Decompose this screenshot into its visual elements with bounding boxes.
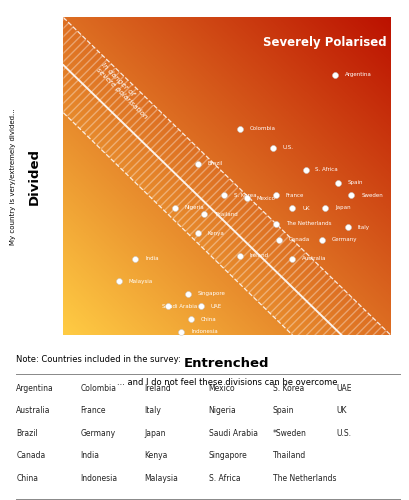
Text: Ireland: Ireland	[144, 384, 171, 393]
Point	[188, 315, 194, 323]
Text: Spain: Spain	[348, 180, 364, 185]
Text: Kenya: Kenya	[207, 231, 224, 236]
Text: India: India	[81, 452, 99, 460]
Point	[319, 236, 325, 244]
Text: Brazil: Brazil	[207, 161, 222, 166]
Point	[220, 192, 227, 200]
Text: S. Korea: S. Korea	[273, 384, 304, 393]
Text: Saudi Arabia: Saudi Arabia	[162, 304, 197, 309]
Text: UAE: UAE	[337, 384, 352, 393]
Text: S. Korea: S. Korea	[234, 193, 256, 198]
Text: China: China	[16, 474, 38, 483]
Text: Spain: Spain	[273, 406, 294, 416]
Text: Indonesia: Indonesia	[191, 330, 218, 334]
Text: Mexico: Mexico	[209, 384, 235, 393]
Point	[178, 328, 184, 336]
Text: In danger of
severe polarisation: In danger of severe polarisation	[95, 62, 153, 120]
Text: Note: Countries included in the survey:: Note: Countries included in the survey:	[16, 355, 181, 364]
Point	[335, 178, 342, 186]
Text: U.S.: U.S.	[337, 429, 352, 438]
Point	[276, 236, 283, 244]
Point	[201, 210, 207, 218]
Text: Thailand: Thailand	[273, 452, 306, 460]
Point	[194, 160, 201, 168]
Text: Kenya: Kenya	[144, 452, 168, 460]
Text: Italy: Italy	[144, 406, 161, 416]
Point	[237, 124, 243, 132]
Point	[171, 204, 178, 212]
Text: Singapore: Singapore	[209, 452, 247, 460]
Text: Germany: Germany	[332, 238, 357, 242]
Text: Thailand: Thailand	[214, 212, 238, 217]
Text: Argentina: Argentina	[16, 384, 54, 393]
Point	[302, 166, 309, 174]
Text: The Netherlands: The Netherlands	[286, 222, 331, 226]
Text: Entrenched: Entrenched	[184, 357, 270, 370]
Point	[322, 204, 328, 212]
Text: Saudi Arabia: Saudi Arabia	[209, 429, 258, 438]
Point	[116, 277, 122, 285]
Text: Indonesia: Indonesia	[81, 474, 118, 483]
Text: The Netherlands: The Netherlands	[273, 474, 336, 483]
Point	[184, 290, 191, 298]
Text: Japan: Japan	[335, 206, 351, 210]
Text: India: India	[145, 256, 159, 262]
Text: Malaysia: Malaysia	[144, 474, 178, 483]
Text: Canada: Canada	[16, 452, 46, 460]
Text: S. Africa: S. Africa	[315, 168, 338, 172]
Text: U.S.: U.S.	[283, 145, 294, 150]
Point	[348, 192, 355, 200]
Point	[270, 144, 276, 152]
Text: Malaysia: Malaysia	[129, 278, 153, 283]
Point	[345, 223, 351, 231]
Text: UAE: UAE	[211, 304, 222, 309]
Text: Colombia: Colombia	[250, 126, 276, 131]
Point	[332, 70, 338, 78]
Point	[194, 230, 201, 237]
Text: Mexico: Mexico	[256, 196, 275, 201]
Text: UK: UK	[302, 206, 310, 210]
Point	[243, 194, 250, 202]
Point	[237, 252, 243, 260]
Text: Severely Polarised: Severely Polarised	[263, 36, 387, 50]
Point	[132, 255, 139, 263]
Text: Singapore: Singapore	[198, 291, 225, 296]
Text: Italy: Italy	[358, 224, 370, 230]
Text: Germany: Germany	[81, 429, 116, 438]
Point	[273, 192, 279, 200]
Text: Divided: Divided	[27, 148, 40, 205]
Text: Nigeria: Nigeria	[184, 206, 204, 210]
Point	[289, 204, 296, 212]
Point	[198, 302, 204, 310]
Point	[273, 220, 279, 228]
Text: My country is very/extremely divided...: My country is very/extremely divided...	[10, 108, 16, 244]
Text: Japan: Japan	[144, 429, 166, 438]
Text: Ireland: Ireland	[250, 253, 269, 258]
Text: France: France	[81, 406, 106, 416]
Text: Argentina: Argentina	[345, 72, 372, 77]
Text: Canada: Canada	[289, 238, 310, 242]
Text: Nigeria: Nigeria	[209, 406, 236, 416]
Text: Brazil: Brazil	[16, 429, 38, 438]
Text: Colombia: Colombia	[81, 384, 117, 393]
Point	[289, 255, 296, 263]
Text: France: France	[286, 193, 304, 198]
Text: Australia: Australia	[302, 256, 327, 262]
Text: China: China	[201, 316, 217, 322]
Text: *Sweden: *Sweden	[273, 429, 307, 438]
Text: Australia: Australia	[16, 406, 51, 416]
Point	[165, 302, 171, 310]
Text: S. Africa: S. Africa	[209, 474, 240, 483]
Text: ... and I do not feel these divisions can be overcome: ... and I do not feel these divisions ca…	[117, 378, 337, 387]
Text: Sweden: Sweden	[361, 193, 383, 198]
Text: UK: UK	[337, 406, 347, 416]
